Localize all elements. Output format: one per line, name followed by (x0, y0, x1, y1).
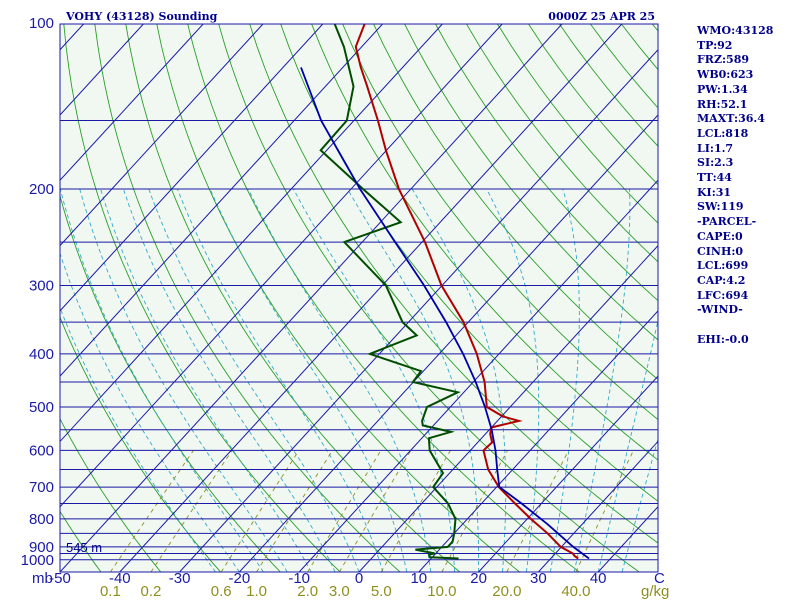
temperature-unit-label: C (654, 570, 665, 587)
mixing-ratio-tick-label: 5.0 (371, 583, 392, 600)
pressure-tick-label: 700 (29, 479, 54, 496)
temperature-tick-label: 20 (470, 570, 487, 587)
mixing-ratio-tick-label: 10.0 (427, 583, 456, 600)
isotherm (60, 24, 443, 443)
pressure-tick-label: 200 (29, 181, 54, 198)
isotherm (0, 24, 24, 572)
mixing-ratio-line (307, 450, 382, 572)
isotherm (60, 24, 563, 572)
chart-time: 0000Z 25 APR 25 (548, 10, 655, 23)
pressure-tick-label: 100 (29, 15, 54, 32)
temperature-trace (354, 24, 579, 560)
mixing-ratio-unit-label: g/kg (641, 583, 669, 600)
isotherm (119, 24, 623, 572)
mixing-ratio-tick-label: 20.0 (492, 583, 521, 600)
temperature-tick-label: -10 (288, 570, 310, 587)
index-line: SW:119 (697, 200, 744, 214)
moist-adiabat (100, 188, 312, 572)
mixing-ratio-line (339, 450, 412, 572)
mixing-ratio-line (380, 450, 451, 572)
temperature-tick-label: 10 (410, 570, 427, 587)
index-line: CAPE:0 (697, 229, 743, 243)
chart-title: VOHY (43128) Sounding (65, 10, 218, 23)
plot-frame (59, 23, 659, 573)
isotherm (60, 24, 503, 508)
index-line: EHI:-0.0 (697, 332, 749, 346)
plot-background (60, 24, 658, 572)
mixing-ratio-tick-label: 2.0 (297, 583, 318, 600)
mixing-ratio-tick-label: 1.0 (246, 583, 267, 600)
trace-layer (300, 24, 590, 560)
index-line: MAXT:36.4 (697, 112, 765, 126)
temperature-tick-label: 30 (530, 570, 547, 587)
moist-adiabat (621, 437, 658, 572)
index-line: -WIND- (697, 303, 743, 317)
mixing-ratio-line (441, 450, 508, 572)
mixing-ratio-axis: 0.1 0.2 0.6 1.0 2.0 3.0 5.0 10.0 20.0 40.0 (100, 583, 591, 600)
index-line: LI:1.7 (697, 141, 734, 155)
index-line: -PARCEL- (697, 215, 757, 229)
temperature-tick-label: 40 (590, 570, 607, 587)
index-line: SI:2.3 (697, 156, 734, 170)
index-line (697, 318, 797, 333)
temperature-tick-label: 0 (355, 570, 363, 587)
pressure-unit-label: mb (32, 570, 53, 587)
surface-height-label: 545 m (66, 540, 102, 555)
pressure-tick-label: 600 (29, 442, 54, 459)
mixing-ratio-line (220, 450, 300, 572)
index-line: CINH:0 (697, 244, 744, 258)
index-line: TT:44 (697, 171, 732, 185)
isotherm (60, 24, 324, 312)
index-line: WMO:43128 (697, 24, 774, 37)
moist-adiabat (148, 188, 360, 572)
index-line: FRZ:589 (697, 53, 750, 67)
sounding-indices-panel: WMO:43128 TP:92 FRZ:589 WB0:623 PW:1.34 RH:52… (697, 24, 797, 347)
temperature-tick-label: -30 (169, 570, 191, 587)
mixing-ratio-tick-label: 3.0 (329, 583, 350, 600)
isotherm (418, 310, 658, 572)
mixing-ratio-line (150, 450, 233, 572)
index-line: CAP:4.2 (697, 273, 746, 287)
dewpoint-trace (319, 24, 461, 560)
temperature-axis: -50 -40 -30 -20 -10 0 10 20 30 40 (49, 570, 606, 587)
temperature-tick-label: -20 (229, 570, 251, 587)
isotherm (60, 24, 264, 247)
temperature-tick-label: -40 (109, 570, 131, 587)
isotherm (538, 440, 658, 572)
grid-layer (0, 24, 658, 572)
index-line: WB0:623 (697, 68, 754, 82)
pressure-tick-label: 900 (29, 539, 54, 556)
pressure-tick-label: 300 (29, 277, 54, 294)
pressure-tick-label: 400 (29, 346, 54, 363)
index-line: LCL:818 (697, 126, 749, 140)
pressure-tick-label: 500 (29, 399, 54, 416)
isotherm (60, 24, 383, 377)
index-line: TP:92 (697, 38, 733, 52)
index-line: LCL:699 (697, 259, 749, 273)
isotherm (60, 24, 204, 182)
index-line: LFC:694 (697, 288, 749, 302)
moist-adiabat (209, 188, 408, 572)
parcel-trace (300, 67, 590, 560)
mixing-ratio-tick-label: 0.1 (100, 583, 121, 600)
mixing-ratio-tick-label: 40.0 (561, 583, 590, 600)
pressure-tick-label: 1000 (21, 552, 54, 569)
mixing-ratio-tick-label: 0.6 (211, 583, 232, 600)
index-line: KI:31 (697, 185, 732, 199)
moist-adiabat (79, 188, 288, 572)
isotherm (478, 375, 658, 572)
temperature-tick-label: -50 (49, 570, 71, 587)
index-line: RH:52.1 (697, 97, 748, 111)
mixing-ratio-tick-label: 0.2 (141, 583, 162, 600)
pressure-tick-label: 800 (29, 511, 54, 528)
isotherm (358, 244, 658, 572)
index-line: PW:1.34 (697, 82, 748, 96)
isotherm (298, 179, 658, 572)
mixing-ratio-line (256, 450, 333, 572)
